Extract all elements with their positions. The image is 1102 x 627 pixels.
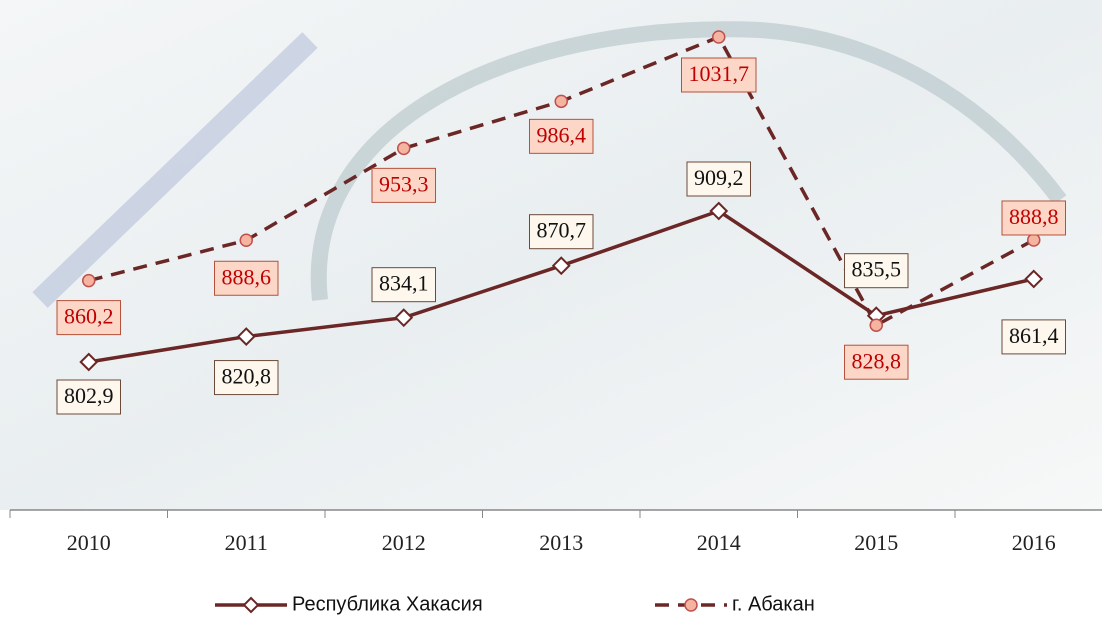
data-label-box [56,379,121,415]
point [397,141,411,156]
data-label-box [1001,200,1066,236]
data-label: 861,4 [1009,323,1059,348]
data-label-box [214,360,279,396]
data-label: 820,8 [222,364,272,389]
data-label: 870,7 [537,218,587,243]
point [869,318,883,332]
data-label-box [214,260,279,296]
x-tick-label: 2010 [67,530,111,555]
x-tick-label: 2011 [225,530,268,555]
data-label-box [844,253,909,289]
data-label: 834,1 [379,271,429,296]
data-label: 888,8 [1009,204,1059,229]
stethoscope-tube [310,21,1067,301]
data-label: 828,8 [852,348,902,373]
x-tick-label: 2016 [1012,530,1056,555]
legend-marker [684,598,698,612]
point [1027,233,1041,247]
data-label-box [371,167,436,203]
data-label-box [371,267,436,303]
data-label: 909,2 [694,165,744,190]
point [712,30,726,44]
point [236,327,256,346]
point [1024,269,1044,289]
legend-label: Республика Хакасия [292,593,483,615]
x-tick-label: 2013 [539,530,583,555]
x-tick-label: 2012 [382,530,426,555]
data-label-box [686,161,751,197]
point [79,352,99,372]
point [82,273,96,288]
data-label: 802,9 [64,383,114,408]
pen [32,32,318,308]
data-label: 953,3 [379,171,429,196]
data-label: 1031,7 [689,61,750,86]
data-label: 835,5 [852,257,902,282]
data-label-box [1001,319,1066,355]
data-label: 888,6 [222,264,272,289]
x-tick-label: 2014 [697,530,741,555]
point [551,256,571,276]
legend-label: г. Абакан [732,593,815,615]
legend-marker [242,596,260,614]
data-label-box [56,300,121,336]
data-label-box [844,344,909,380]
point [554,94,568,109]
point [394,308,414,328]
data-label-box [681,57,757,93]
x-tick-label: 2015 [854,530,898,555]
data-label: 860,2 [64,304,114,329]
data-label: 986,4 [537,122,587,147]
data-label-box [529,118,594,154]
point [709,201,729,221]
background-photo [0,0,1102,510]
data-label-box [529,214,594,250]
point [239,233,253,248]
